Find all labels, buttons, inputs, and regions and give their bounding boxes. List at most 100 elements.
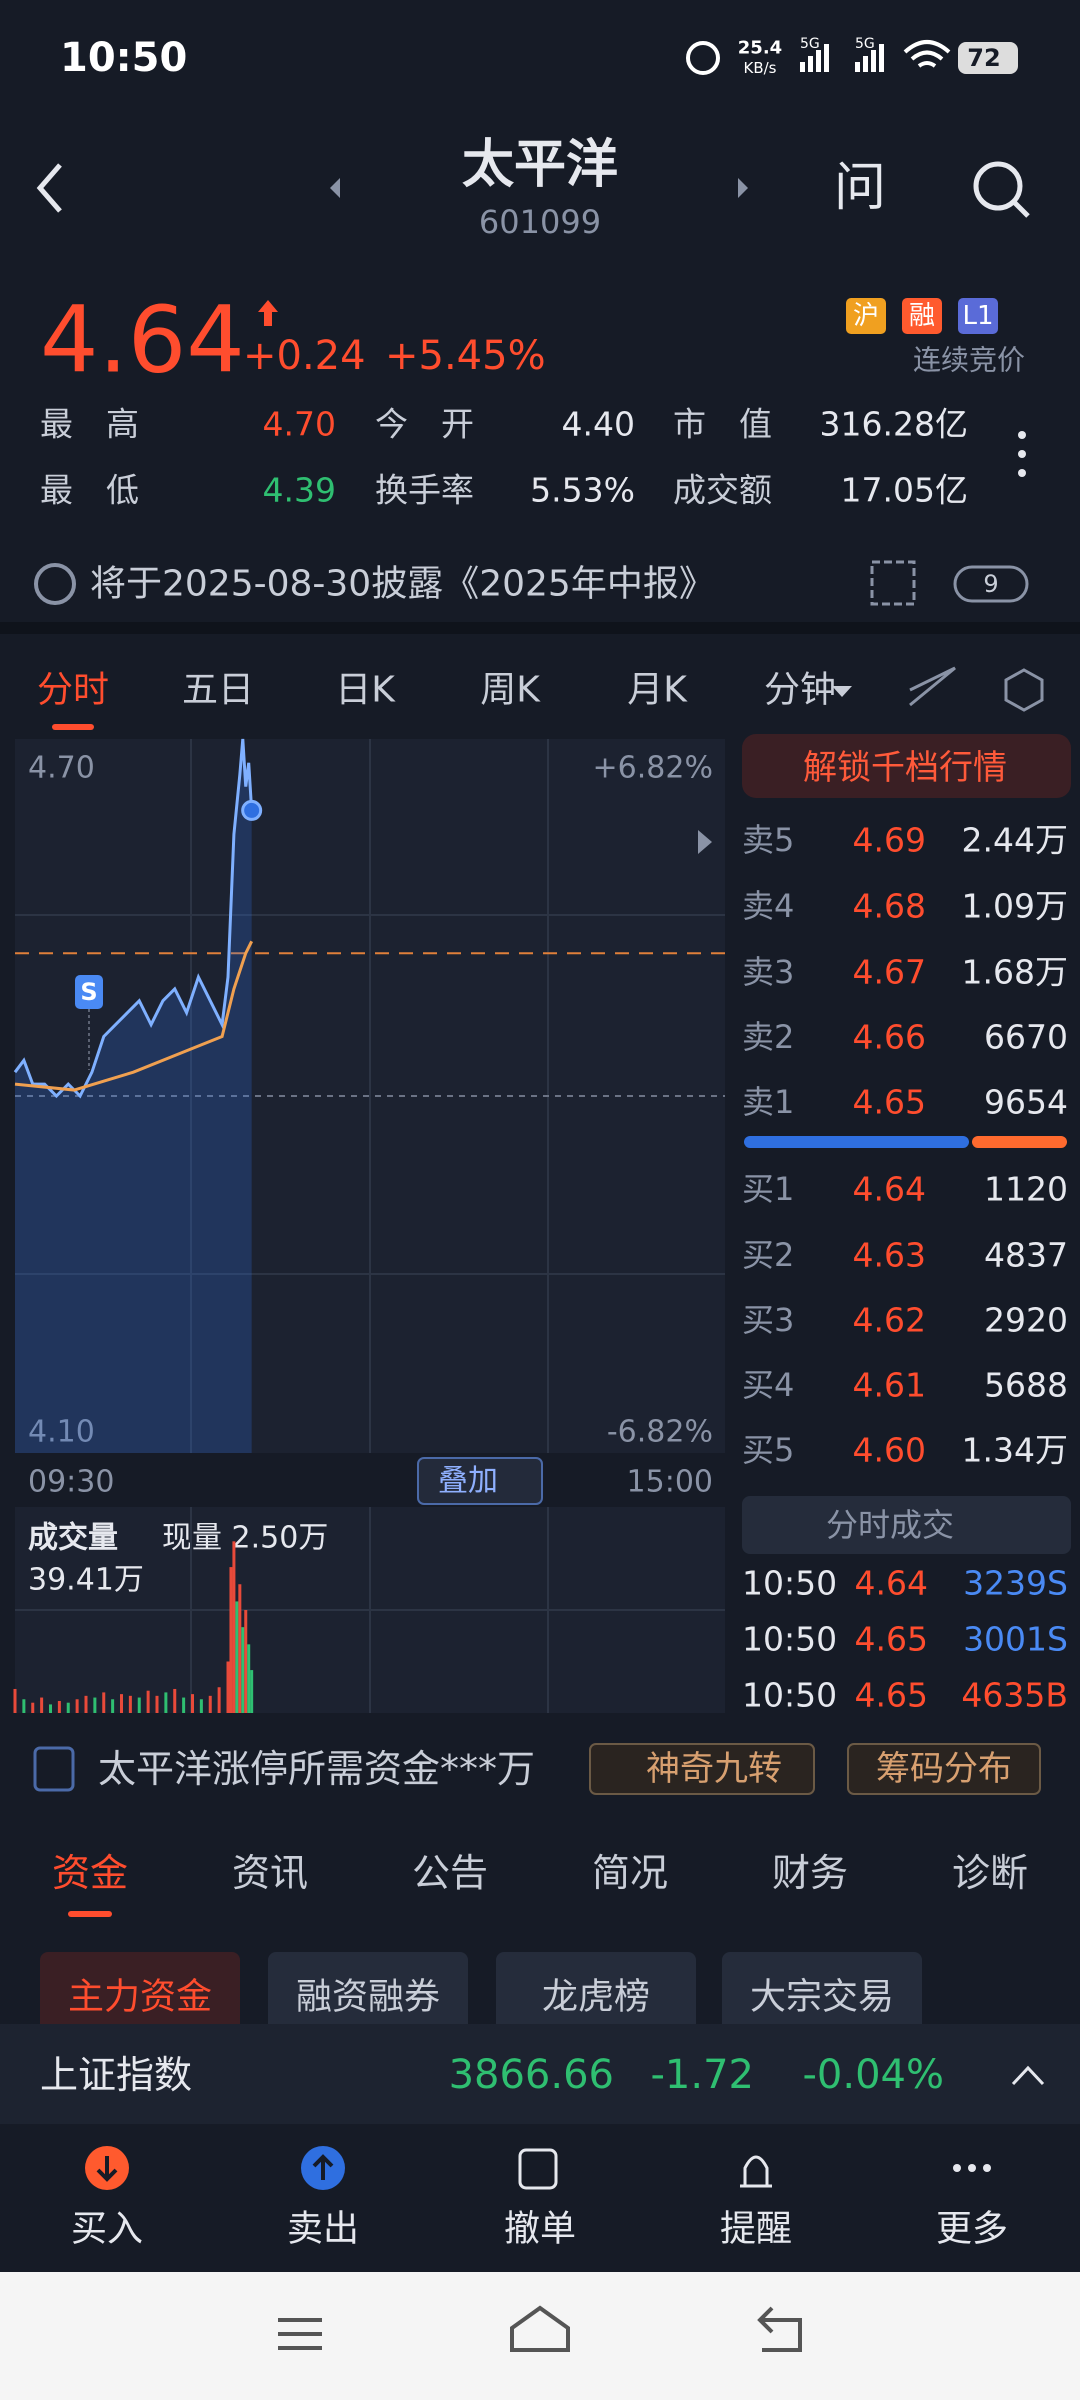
stat-value: 5.53% [530, 471, 635, 510]
promo-icon [33, 1746, 75, 1792]
prev-stock[interactable] [330, 178, 340, 198]
volume-bar [232, 1541, 236, 1713]
overlay-button[interactable] [417, 1457, 543, 1505]
book-price: 4.65 [853, 1083, 926, 1122]
sub-tab-label[interactable]: 融资融券 [296, 1977, 440, 2018]
expand-icon[interactable] [1011, 2065, 1045, 2086]
promo-button[interactable] [589, 1743, 815, 1795]
back-button[interactable] [36, 163, 62, 213]
book-price: 4.62 [853, 1301, 926, 1340]
stat-value: 4.40 [562, 405, 635, 444]
chart-tab[interactable]: 月K [627, 670, 688, 711]
volume-bar [173, 1688, 177, 1713]
sub-tab[interactable] [40, 1952, 240, 2042]
unlock-label[interactable]: 解锁千档行情 [803, 748, 1007, 788]
sub-tab-label[interactable]: 龙虎榜 [542, 1977, 650, 2018]
nav-label[interactable]: 撤单 [504, 2209, 576, 2250]
volume-bar [164, 1692, 168, 1713]
system-nav [0, 2272, 1080, 2400]
sub-tab[interactable] [722, 1952, 922, 2042]
stat-label: 成交额 [673, 471, 772, 510]
section-tab[interactable]: 财务 [772, 1851, 848, 1895]
section-tab[interactable]: 诊断 [952, 1851, 1028, 1895]
cancel-icon[interactable] [518, 2148, 558, 2190]
more-dots[interactable] [1018, 431, 1026, 477]
book-volume: 2920 [984, 1301, 1068, 1340]
indicator-icon[interactable] [909, 666, 956, 707]
volume-bar [111, 1699, 115, 1713]
menu-key[interactable] [278, 2318, 322, 2350]
volume-bar [191, 1694, 194, 1713]
stat-label: 最高 [40, 405, 172, 444]
stock-name: 太平洋 [462, 135, 618, 195]
volume-bar [13, 1688, 17, 1713]
more-icon[interactable] [953, 2164, 991, 2172]
volume-bar [120, 1694, 123, 1713]
overlay-label[interactable]: 叠加 [438, 1464, 498, 1499]
sub-tab-label[interactable]: 主力资金 [68, 1977, 212, 2018]
sub-tab-label[interactable]: 大宗交易 [750, 1977, 894, 2018]
trade-time: 10:50 [742, 1620, 837, 1659]
alert-icon[interactable] [740, 2155, 772, 2188]
chart-tab[interactable]: 周K [480, 670, 541, 711]
chart-tab[interactable]: 日K [335, 670, 396, 711]
nav-label[interactable]: 买入 [71, 2209, 143, 2250]
home-key[interactable] [510, 2305, 570, 2352]
section-tab[interactable]: 资金 [52, 1851, 128, 1895]
promo-text: 太平洋涨停所需资金***万 [98, 1747, 535, 1791]
ask-button[interactable]: 问 [834, 158, 886, 218]
nav-label[interactable]: 提醒 [720, 2209, 792, 2250]
battery: 72 [967, 44, 1000, 72]
dropdown-caret [832, 686, 852, 697]
side-toggle[interactable] [698, 830, 712, 854]
promo-button-label[interactable]: 神奇九转 [646, 1749, 782, 1789]
signal: 5G [800, 36, 820, 52]
back-key[interactable] [757, 2306, 802, 2352]
next-stock[interactable] [738, 178, 748, 198]
section-tab[interactable]: 资讯 [232, 1851, 308, 1895]
book-label: 买1 [742, 1170, 794, 1208]
badge-frame[interactable] [953, 565, 1029, 603]
settings-icon[interactable] [1004, 668, 1044, 712]
book-price: 4.66 [853, 1018, 926, 1057]
section-tab[interactable]: 简况 [592, 1851, 668, 1895]
volume-bar [217, 1687, 221, 1713]
volume-bar [238, 1584, 242, 1713]
book-label: 卖3 [742, 953, 794, 991]
volume-total: 39.41万 [28, 1563, 144, 1598]
section-tab[interactable]: 公告 [412, 1851, 488, 1895]
status-icons [686, 40, 1018, 75]
stat-label: 市值 [673, 405, 805, 444]
volume-title: 成交量 [28, 1521, 118, 1556]
sub-tab[interactable] [268, 1952, 468, 2042]
promo-button[interactable] [847, 1743, 1041, 1795]
time-end: 15:00 [627, 1465, 713, 1500]
time-start: 09:30 [28, 1465, 114, 1500]
chart-tab[interactable]: 分时 [37, 670, 109, 711]
sub-tab[interactable] [496, 1952, 696, 2042]
marker-label: S [80, 978, 97, 1006]
search-button[interactable] [973, 161, 1030, 218]
volume-bar [128, 1695, 132, 1713]
price-bottom: 4.10 [28, 1415, 95, 1450]
book-volume: 1120 [984, 1170, 1068, 1209]
pct-bottom: -6.82% [607, 1415, 713, 1450]
share-icon[interactable] [870, 560, 916, 606]
trade-time: 10:50 [742, 1564, 837, 1603]
nav-label[interactable]: 更多 [936, 2209, 1008, 2250]
chart-tab[interactable]: 五日 [182, 670, 254, 711]
price-area [15, 739, 252, 1453]
volume-bar [241, 1627, 245, 1713]
book-volume: 6670 [984, 1018, 1068, 1057]
chart-tab[interactable]: 分钟 [764, 670, 836, 711]
promo-button-label[interactable]: 筹码分布 [876, 1749, 1012, 1789]
volume-bar [244, 1610, 248, 1713]
index-value: 3866.66 [449, 2052, 614, 2098]
volume-bar [137, 1697, 141, 1713]
unlock-button[interactable] [742, 734, 1071, 798]
book-label: 买5 [742, 1431, 794, 1469]
stat-label: 今开 [375, 405, 507, 444]
nav-label[interactable]: 卖出 [287, 2209, 359, 2250]
volume-bar [182, 1697, 186, 1713]
